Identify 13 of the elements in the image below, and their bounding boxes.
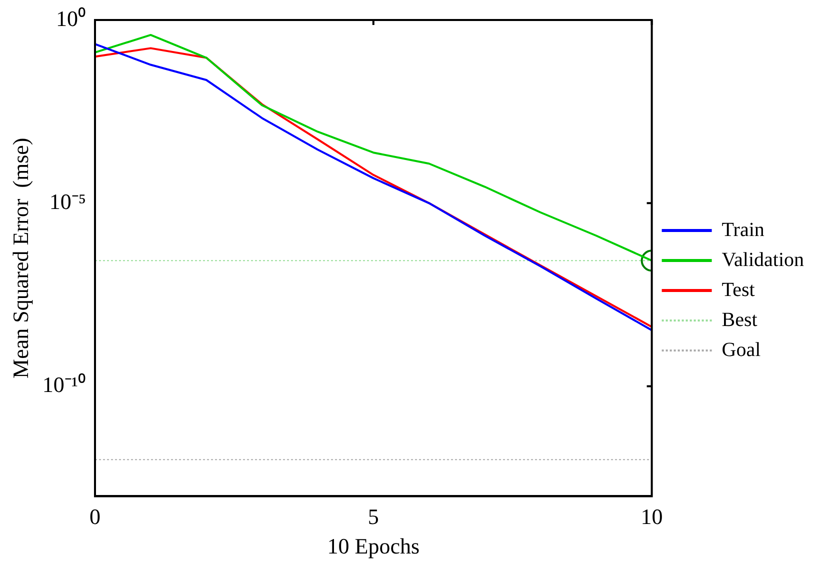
x-axis-title: 10 Epochs bbox=[327, 534, 420, 559]
y-axis-title: Mean Squared Error (mse) bbox=[8, 138, 33, 378]
x-tick-label: 5 bbox=[368, 504, 379, 530]
legend-label: Goal bbox=[722, 338, 762, 361]
x-tick-label: 0 bbox=[89, 504, 100, 530]
legend-label: Best bbox=[722, 308, 758, 331]
legend-label: Validation bbox=[722, 248, 804, 271]
y-tick-label: 10⁻⁵ bbox=[49, 188, 86, 214]
legend-label: Test bbox=[722, 278, 756, 301]
legend-label: Train bbox=[722, 218, 764, 241]
x-tick-label: 10 bbox=[640, 504, 663, 530]
y-tick-label: 10⁻¹⁰ bbox=[42, 372, 86, 398]
y-tick-label: 10⁰ bbox=[56, 6, 86, 31]
